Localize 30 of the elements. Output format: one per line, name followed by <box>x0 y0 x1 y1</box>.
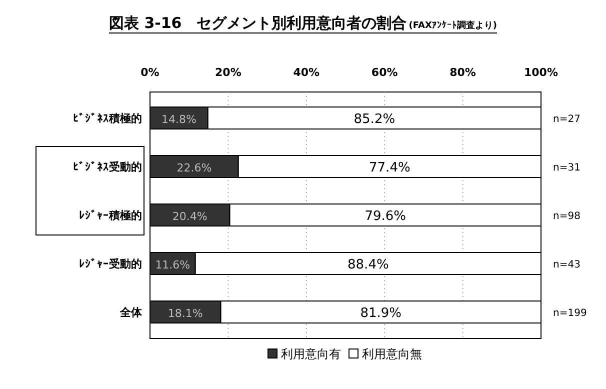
y-tick-label: ﾋﾞｼﾞﾈｽ受動的 <box>73 160 142 174</box>
x-tick-label: 20% <box>215 66 242 79</box>
y-tick-label: ﾚｼﾞｬｰ受動的 <box>79 258 142 270</box>
x-tick-label: 0% <box>140 66 160 79</box>
text: n=43 <box>553 260 580 270</box>
x-tick-label: 100% <box>524 66 558 79</box>
legend-label: 利用意向有 <box>281 347 341 361</box>
y-tick-label: ﾚｼﾞｬｰ積極的 <box>79 209 142 222</box>
chart-title: 図表 3-16 セグメント別利用意向者の割合 <box>108 14 407 32</box>
text: n=199 <box>553 308 587 319</box>
x-tick-label: 60% <box>371 66 398 79</box>
data-label: 79.6% <box>364 209 406 224</box>
x-tick-label: 80% <box>450 66 476 79</box>
y-tick-label: 全体 <box>119 306 143 319</box>
text: n=31 <box>553 162 580 174</box>
data-label: 85.2% <box>354 112 396 127</box>
data-label: 18.1% <box>168 307 203 320</box>
data-label: 88.4% <box>348 258 389 272</box>
text: n=98 <box>553 211 580 222</box>
data-label: 77.4% <box>369 160 410 176</box>
x-tick-label: 40% <box>293 66 320 79</box>
data-label: 14.8% <box>161 113 196 126</box>
text: n=27 <box>553 114 580 125</box>
data-label: 11.6% <box>155 258 190 272</box>
y-tick-label: ﾋﾞｼﾞﾈｽ積極的 <box>73 112 142 125</box>
chart-subtitle: (FAXｱﾝｹｰﾄ調査より) <box>408 20 498 31</box>
legend-label: 利用意向無 <box>362 347 422 361</box>
data-label: 20.4% <box>172 210 208 223</box>
data-label: 81.9% <box>360 306 402 321</box>
data-label: 22.6% <box>176 162 212 174</box>
